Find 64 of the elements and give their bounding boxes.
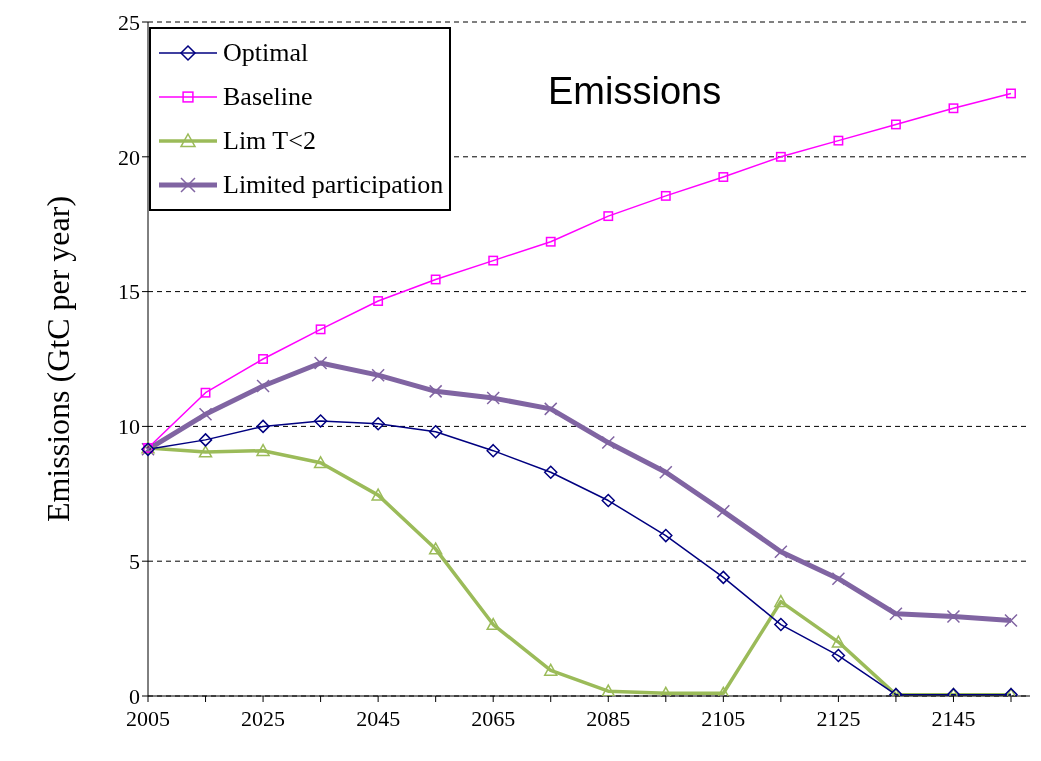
y-tick-label: 10 xyxy=(118,414,140,440)
point xyxy=(430,274,441,285)
y-tick-label: 25 xyxy=(118,9,140,35)
point xyxy=(889,607,903,621)
legend-label: Limited participation xyxy=(223,170,444,200)
point xyxy=(774,617,788,632)
x-tick-label: 2065 xyxy=(471,705,516,731)
y-axis-title: Emissions (GtC per year) xyxy=(40,195,77,523)
point xyxy=(486,617,500,631)
point xyxy=(371,416,385,431)
point xyxy=(831,635,846,648)
point xyxy=(1006,88,1016,99)
point xyxy=(774,545,788,559)
point xyxy=(198,433,213,447)
point xyxy=(315,324,326,335)
point xyxy=(716,570,731,585)
point xyxy=(601,493,616,508)
x-tick-label: 2045 xyxy=(356,705,401,731)
point xyxy=(428,542,443,555)
point xyxy=(543,402,558,416)
point xyxy=(371,368,385,382)
point xyxy=(198,445,213,458)
legend-label: Optimal xyxy=(223,38,309,68)
x-tick-label: 2145 xyxy=(931,705,976,731)
point xyxy=(371,488,385,501)
point xyxy=(256,443,270,457)
point xyxy=(488,255,499,266)
point xyxy=(258,354,269,364)
x-tick-label: 2105 xyxy=(701,705,746,731)
point xyxy=(313,414,328,428)
point xyxy=(948,103,959,114)
point xyxy=(486,391,500,405)
y-tick-label: 20 xyxy=(118,144,140,170)
point xyxy=(718,172,729,182)
point xyxy=(659,528,673,543)
point xyxy=(890,119,901,130)
point xyxy=(256,419,270,434)
point xyxy=(313,356,328,370)
y-tick-label: 15 xyxy=(118,279,140,305)
x-tick-label: 2125 xyxy=(816,705,861,731)
point xyxy=(373,296,384,306)
point xyxy=(603,211,614,222)
text: Emissions xyxy=(548,70,722,113)
point xyxy=(831,648,846,663)
point xyxy=(543,465,558,479)
point xyxy=(428,384,443,399)
point xyxy=(660,190,671,201)
point xyxy=(428,425,443,439)
point xyxy=(486,443,500,458)
legend-label: Lim T<2 xyxy=(223,126,316,156)
point xyxy=(200,387,211,398)
point xyxy=(833,135,844,146)
y-tick-label: 5 xyxy=(129,549,140,575)
point xyxy=(1004,613,1018,628)
legend-label: Baseline xyxy=(223,82,313,112)
point xyxy=(313,456,328,469)
point xyxy=(775,151,786,162)
point xyxy=(545,236,556,247)
point xyxy=(774,594,788,608)
point xyxy=(601,684,616,696)
point xyxy=(543,663,558,676)
x-tick-label: 2085 xyxy=(586,705,631,731)
point xyxy=(946,609,961,624)
x-tick-label: 2025 xyxy=(241,705,286,731)
